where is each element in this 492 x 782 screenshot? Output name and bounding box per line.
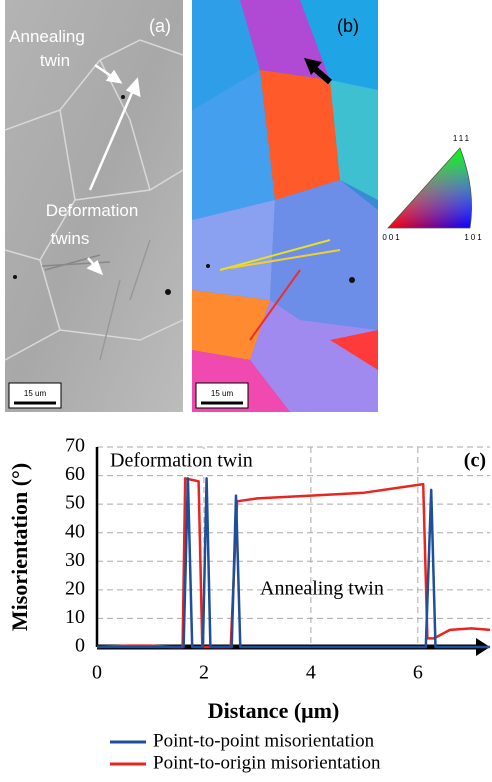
- ipf-label: 001: [382, 233, 401, 242]
- annotation: Annealing: [9, 27, 85, 46]
- y-tick-label: 30: [65, 549, 85, 571]
- legend-label: Point-to-origin misorientation: [153, 752, 381, 773]
- ipf-label: 111: [453, 134, 471, 143]
- x-tick-label: 2: [199, 662, 209, 684]
- y-tick-label: 70: [65, 435, 85, 457]
- y-tick-label: 60: [65, 463, 85, 485]
- figure: (a) Annealing twin Deformation twins 15 …: [0, 0, 492, 782]
- series-line: [97, 478, 490, 647]
- legend-label: Point-to-point misorientation: [153, 730, 375, 751]
- x-tick-label: 6: [413, 662, 423, 684]
- scale-bar-label: 15 um: [211, 389, 234, 398]
- annotation: twins: [51, 229, 90, 248]
- x-tick-label: 4: [306, 662, 316, 684]
- x-tick-label: 0: [92, 662, 102, 684]
- panel-label: (a): [149, 16, 171, 36]
- panel-label: (b): [337, 16, 359, 36]
- scale-bar-label: 15 um: [24, 389, 47, 398]
- annotation: Deformation: [46, 201, 139, 220]
- annotation: (c): [464, 450, 486, 472]
- annotation: Annealing twin: [260, 578, 384, 600]
- annotation: twin: [40, 51, 70, 70]
- y-tick-label: 10: [65, 606, 85, 628]
- panel-a: (a) Annealing twin Deformation twins 15 …: [5, 0, 183, 412]
- annotation: Deformation twin: [110, 450, 253, 472]
- panel-b: (b) 15 um: [192, 0, 378, 412]
- y-tick-label: 20: [65, 577, 85, 599]
- x-axis-label: Distance (μm): [208, 698, 340, 723]
- ipf-legend: 111 001 101: [382, 134, 483, 242]
- chart: 0 10 20 30 40 50 60 70 0 2 4 6 Deformation twin Annea…: [7, 435, 490, 774]
- y-tick-label: 50: [65, 492, 85, 514]
- y-axis-label: Misorientation (°): [7, 463, 32, 631]
- y-tick-label: 0: [75, 635, 85, 657]
- ipf-label: 101: [464, 233, 483, 242]
- y-tick-label: 40: [65, 520, 85, 542]
